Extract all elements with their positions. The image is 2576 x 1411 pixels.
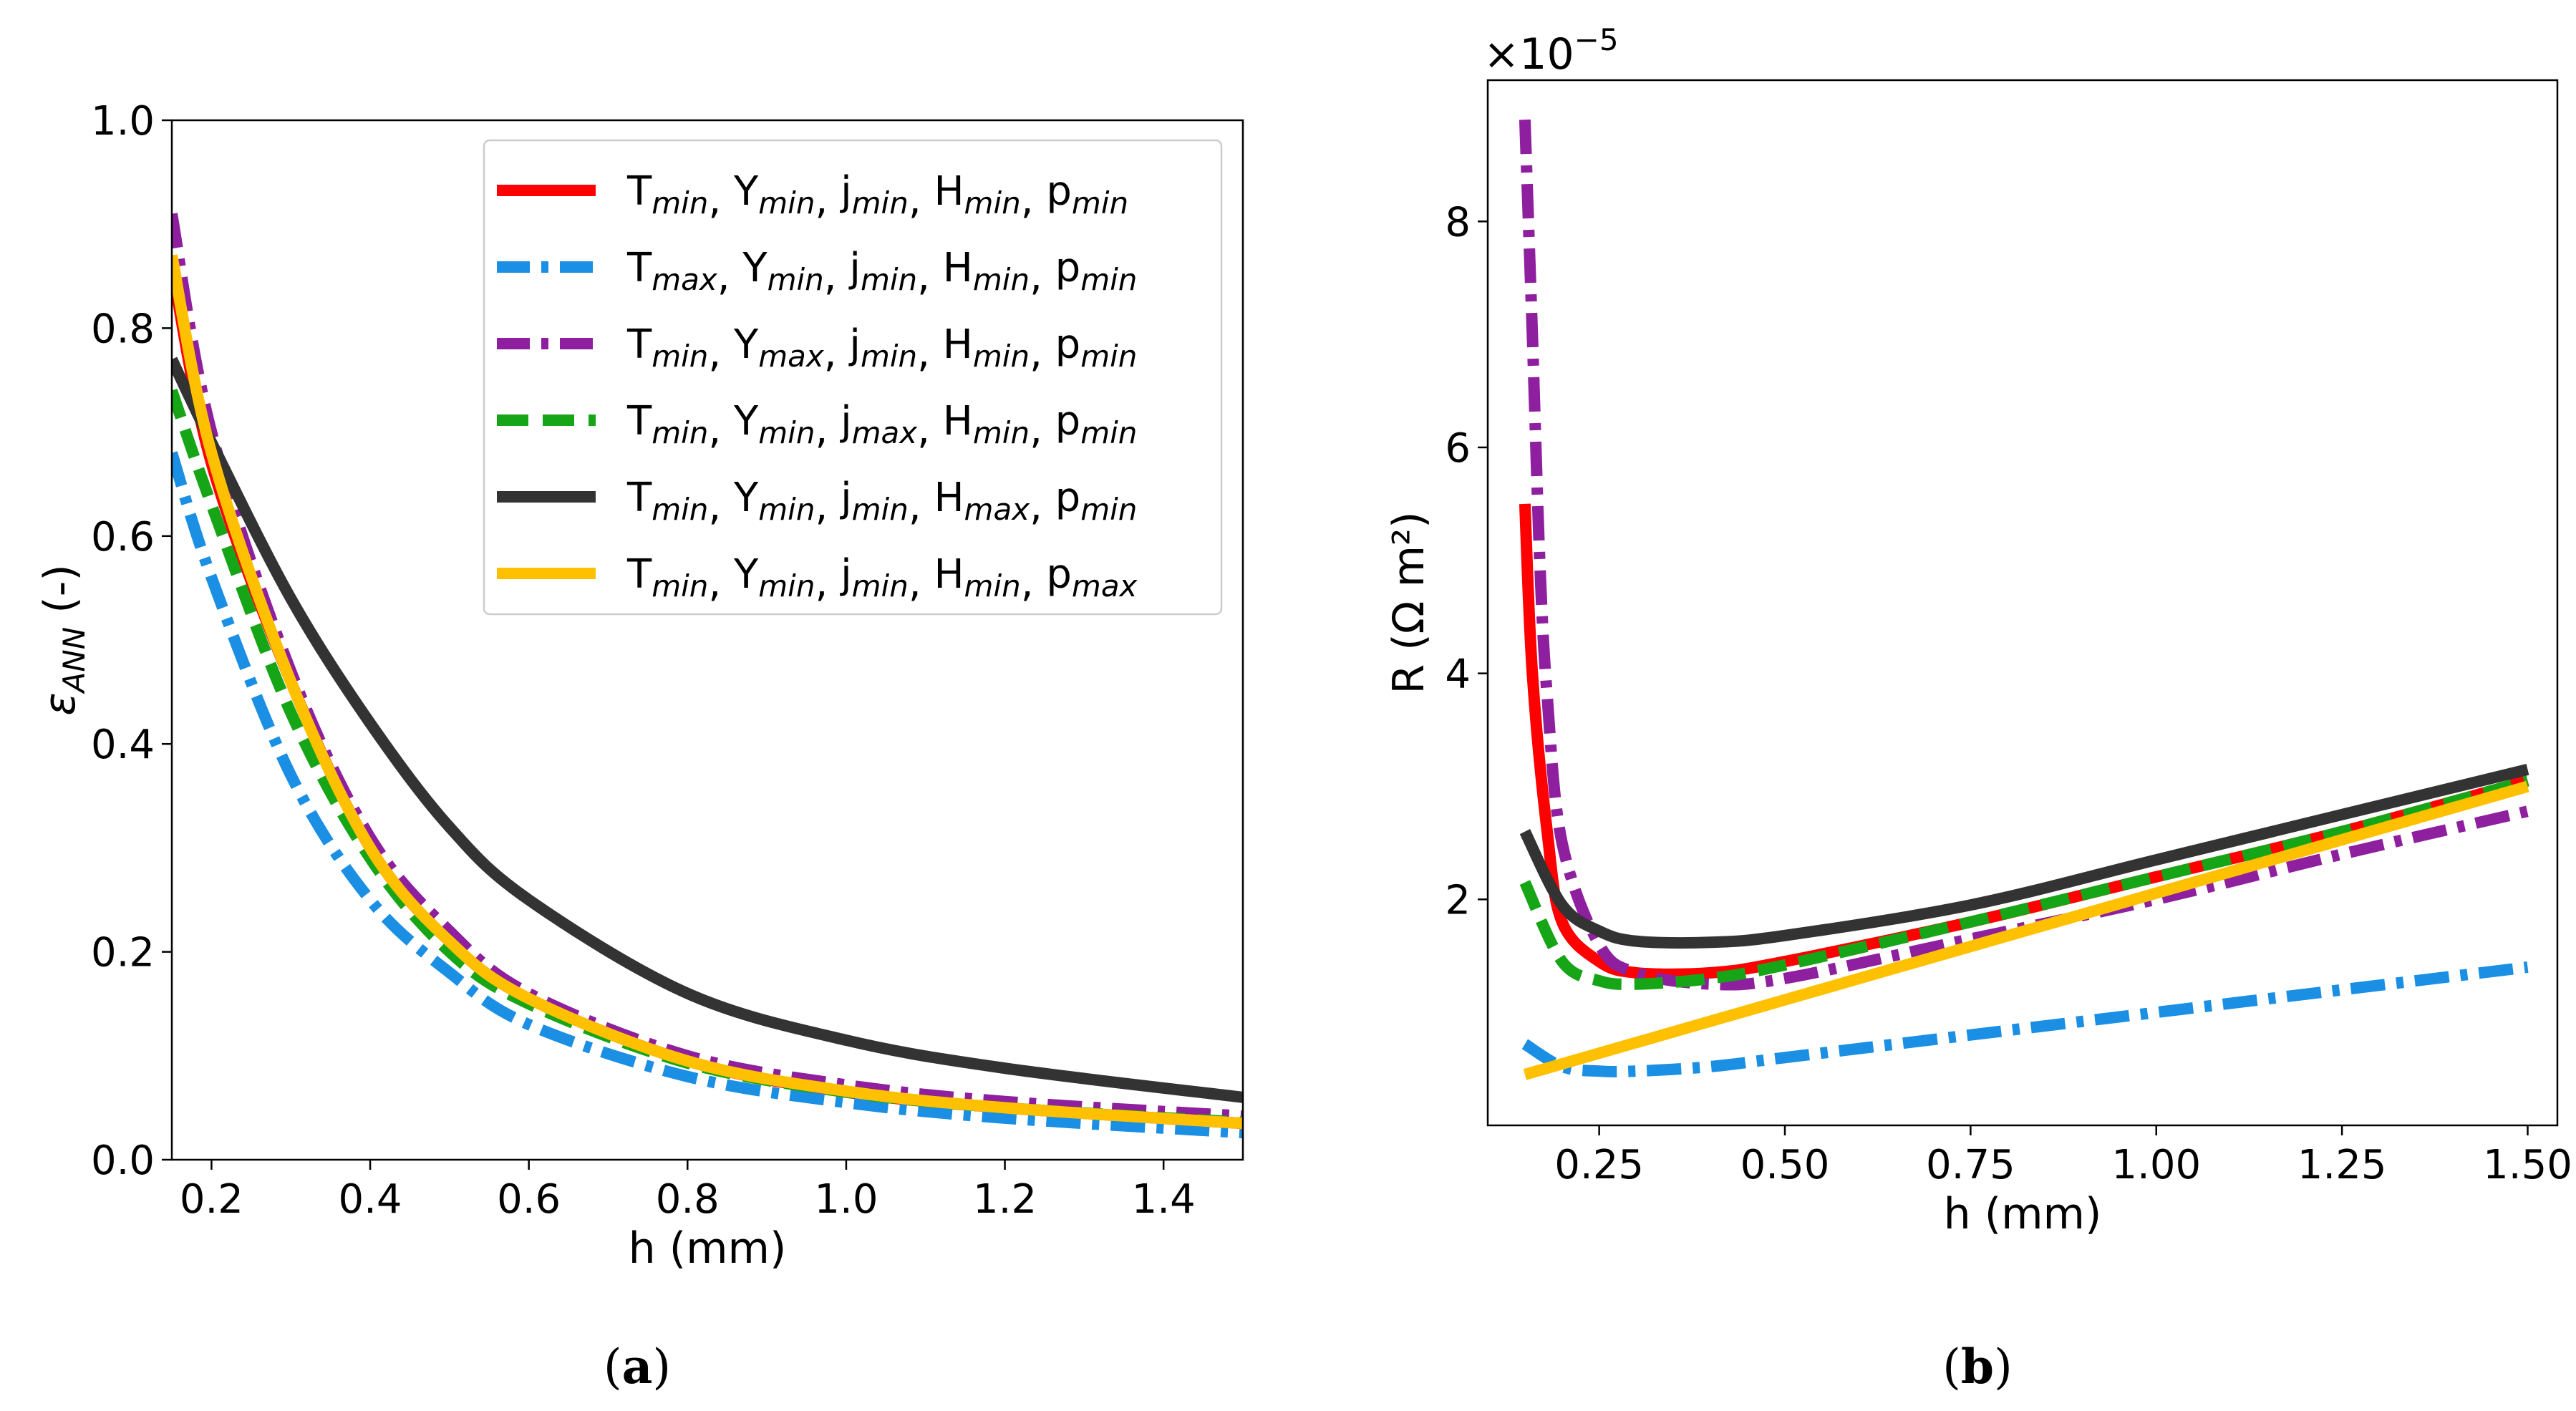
panel-b-scale-factor: ×10−5 xyxy=(1483,22,1619,79)
panel-b-x-tick-label: 0.75 xyxy=(1926,1142,2015,1188)
panel-a-caption-letter: a xyxy=(622,1339,653,1395)
panel-a-y-tick-label: 0.8 xyxy=(91,306,155,352)
legend-label-4: Tmin, Ymin, jmax, Hmin, pmin xyxy=(626,398,1137,453)
panel-b-y-tick-label: 6 xyxy=(1445,425,1471,472)
panel-b-x-axis-label: h (mm) xyxy=(1944,1189,2102,1239)
panel-a-legend-frame xyxy=(483,139,1223,616)
panel-a-series-line-5 xyxy=(172,357,1243,1103)
panel-b-y-axis-label: R (Ω m²) xyxy=(1384,512,1434,694)
panel-a-series-line-6 xyxy=(172,254,1243,1130)
panel-b-series-group xyxy=(1519,119,2529,1080)
panel-b-x-tick-label: 1.00 xyxy=(2111,1142,2201,1188)
panel-a-y-tick-label: 0.0 xyxy=(91,1138,155,1184)
panel-b-x-tick-label: 0.25 xyxy=(1554,1142,1644,1188)
legend-label-1: Tmin, Ymin, jmin, Hmin, pmin xyxy=(626,168,1128,223)
panel-b-plot-frame xyxy=(1486,79,2559,1127)
panel-b-y-ticks: 2 4 6 8 xyxy=(1445,199,1488,923)
panel-a-y-axis-subscript: ANN xyxy=(57,627,92,695)
panel-a-y-axis-symbol: ε xyxy=(35,692,85,715)
panel-a-x-ticks: 0.2 0.4 0.6 0.8 1.0 1.2 1.4 xyxy=(180,1160,1196,1223)
panel-a-y-axis-label: εANN (-) xyxy=(35,564,92,716)
panel-a-plot-frame xyxy=(170,119,1244,1161)
panel-b-scale-exponent: −5 xyxy=(1574,22,1619,57)
panel-b-scale-base: ×10 xyxy=(1483,29,1574,79)
panel-b-series-line-2 xyxy=(1521,961,2529,1078)
panel-b-x-tick-label: 1.25 xyxy=(2297,1142,2387,1188)
panel-a: 0.2 0.4 0.6 0.8 1.0 1.2 1.4 0.0 0.2 0.4 0.6 0.8 1.0… xyxy=(35,98,1244,1395)
panel-a-series-group xyxy=(172,213,1243,1139)
panel-a-x-axis-label: h (mm) xyxy=(629,1223,787,1274)
panel-a-x-tick-label: 1.4 xyxy=(1132,1176,1196,1223)
panel-b-y-tick-label: 4 xyxy=(1445,651,1471,698)
panel-b: 0.25 0.50 0.75 1.00 1.25 1.50 2 4 6 8 ×10−5 h (m… xyxy=(1384,22,2572,1395)
panel-a-x-tick-label: 0.4 xyxy=(339,1176,402,1223)
panel-a-y-tick-label: 0.2 xyxy=(91,930,155,976)
panel-a-x-tick-label: 0.8 xyxy=(656,1176,720,1223)
panel-a-legend: Tmin, Ymin, jmin, Hmin, pmin Tmax, Ymin, … xyxy=(483,139,1223,616)
panel-b-x-tick-label: 1.50 xyxy=(2483,1142,2572,1188)
legend-label-5: Tmin, Ymin, jmin, Hmax, pmin xyxy=(626,475,1137,530)
panel-b-series-line-5 xyxy=(1519,764,2529,949)
panel-a-y-tick-label: 0.6 xyxy=(91,514,155,561)
legend-label-3: Tmin, Ymax, jmin, Hmin, pmin xyxy=(626,321,1137,377)
panel-a-x-tick-label: 1.0 xyxy=(814,1176,878,1223)
panel-a-y-axis-unit: (-) xyxy=(35,564,85,627)
panel-a-y-ticks: 0.0 0.2 0.4 0.6 0.8 1.0 xyxy=(91,98,172,1184)
panel-a-x-tick-label: 0.2 xyxy=(180,1176,243,1223)
panel-b-x-ticks: 0.25 0.50 0.75 1.00 1.25 1.50 xyxy=(1554,1125,2572,1188)
legend-label-2: Tmax, Ymin, jmin, Hmin, pmin xyxy=(626,245,1137,300)
panel-a-y-tick-label: 1.0 xyxy=(91,98,155,145)
panel-b-caption-letter: b xyxy=(1961,1339,1994,1395)
panel-a-x-tick-label: 0.6 xyxy=(497,1176,561,1223)
panel-b-series-line-4 xyxy=(1519,775,2529,990)
panel-a-caption: (a) xyxy=(604,1339,671,1395)
panel-a-y-tick-label: 0.4 xyxy=(91,722,155,768)
panel-b-y-tick-label: 2 xyxy=(1445,877,1471,923)
legend-label-6: Tmin, Ymin, jmin, Hmin, pmax xyxy=(626,551,1138,606)
panel-b-caption: (b) xyxy=(1942,1339,2013,1395)
panel-b-y-tick-label: 8 xyxy=(1445,199,1471,246)
panel-b-series-line-6 xyxy=(1523,780,2529,1080)
panel-a-x-tick-label: 1.2 xyxy=(973,1176,1037,1223)
panel-b-series-line-3 xyxy=(1519,119,2529,991)
panel-a-series-line-2 xyxy=(172,451,1243,1139)
panel-b-x-tick-label: 0.50 xyxy=(1740,1142,1830,1188)
